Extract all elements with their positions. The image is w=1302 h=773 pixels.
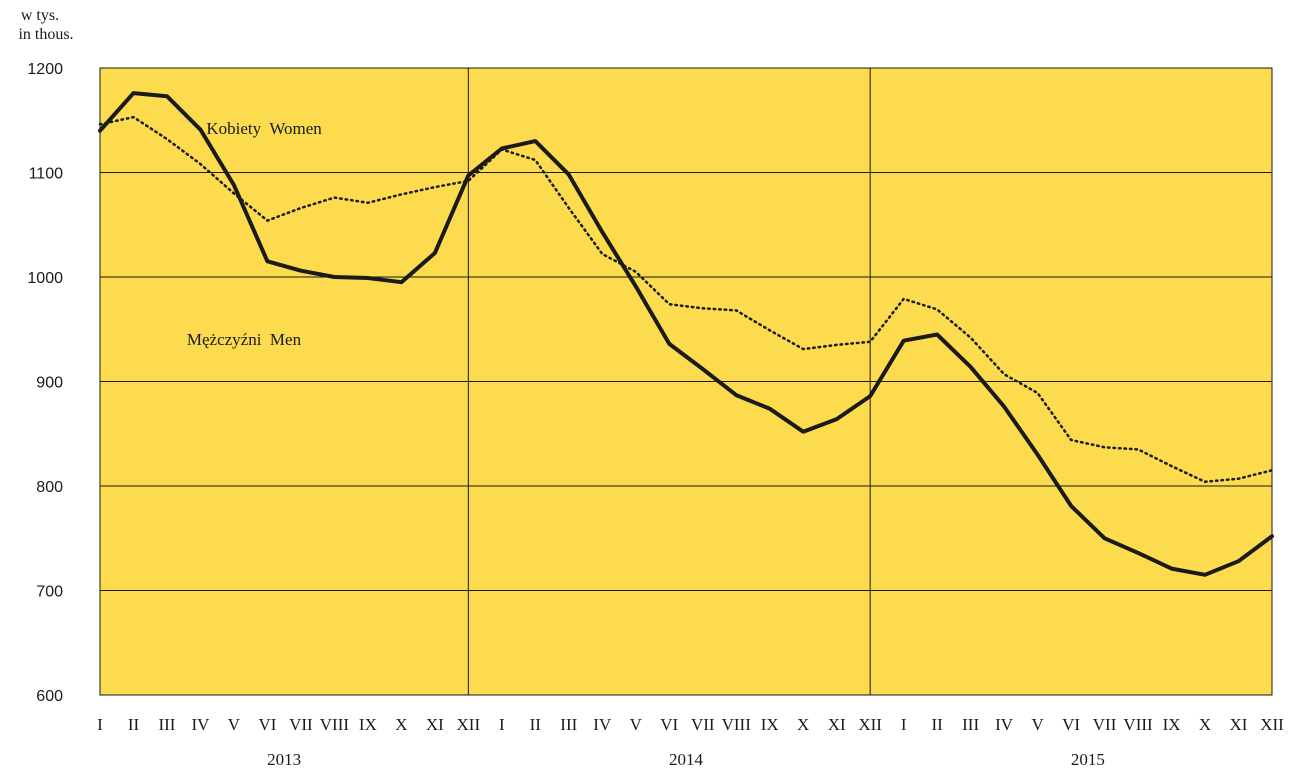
x-tick-label: XII <box>858 715 882 734</box>
x-tick-label: I <box>901 715 907 734</box>
x-tick-label: VII <box>1093 715 1117 734</box>
year-label: 2013 <box>267 750 301 769</box>
x-tick-label: XI <box>828 715 846 734</box>
x-tick-label: IX <box>1163 715 1181 734</box>
x-tick-label: III <box>158 715 175 734</box>
y-tick-label: 600 <box>36 688 63 705</box>
x-tick-label: V <box>1031 715 1044 734</box>
y-tick-label: 800 <box>36 479 63 496</box>
y-unit-label-en: in thous. <box>18 26 74 43</box>
y-tick-label: 1000 <box>27 270 63 287</box>
x-tick-label: VII <box>691 715 715 734</box>
y-tick-label: 1100 <box>29 166 64 183</box>
x-tick-label: V <box>228 715 241 734</box>
year-label: 2015 <box>1071 750 1105 769</box>
x-tick-label: VIII <box>320 715 350 734</box>
y-tick-label: 1200 <box>27 61 63 78</box>
y-tick-label: 900 <box>36 375 63 392</box>
x-tick-label: X <box>395 715 407 734</box>
x-tick-label: III <box>962 715 979 734</box>
x-tick-label: XI <box>426 715 444 734</box>
x-tick-label: IV <box>593 715 612 734</box>
x-tick-label: VI <box>258 715 276 734</box>
x-tick-label: IX <box>761 715 779 734</box>
x-tick-label: V <box>630 715 643 734</box>
x-tick-label: VI <box>1062 715 1080 734</box>
x-tick-label: VII <box>289 715 313 734</box>
x-tick-label: VIII <box>722 715 752 734</box>
y-tick-label: 700 <box>36 584 63 601</box>
x-tick-label: VI <box>660 715 678 734</box>
x-tick-label: VIII <box>1123 715 1153 734</box>
series-line-women <box>98 115 1274 484</box>
x-tick-label: I <box>499 715 505 734</box>
series-annotation-men: Mężczyźni Men <box>187 330 302 349</box>
x-tick-label: I <box>97 715 103 734</box>
x-tick-label: IX <box>359 715 377 734</box>
x-tick-label: II <box>931 715 943 734</box>
x-tick-label: IV <box>995 715 1014 734</box>
x-tick-label: X <box>797 715 809 734</box>
series-annotation-women: Kobiety Women <box>206 119 322 138</box>
x-tick-label: II <box>530 715 542 734</box>
series-line-men <box>98 91 1274 577</box>
year-label: 2014 <box>669 750 704 769</box>
x-tick-label: III <box>560 715 577 734</box>
x-tick-label: XII <box>457 715 481 734</box>
x-tick-label: X <box>1199 715 1211 734</box>
x-tick-label: XI <box>1230 715 1248 734</box>
x-tick-label: IV <box>191 715 210 734</box>
x-tick-label: XII <box>1260 715 1284 734</box>
y-unit-label-pl: w tys. <box>20 7 60 24</box>
x-tick-label: II <box>128 715 140 734</box>
